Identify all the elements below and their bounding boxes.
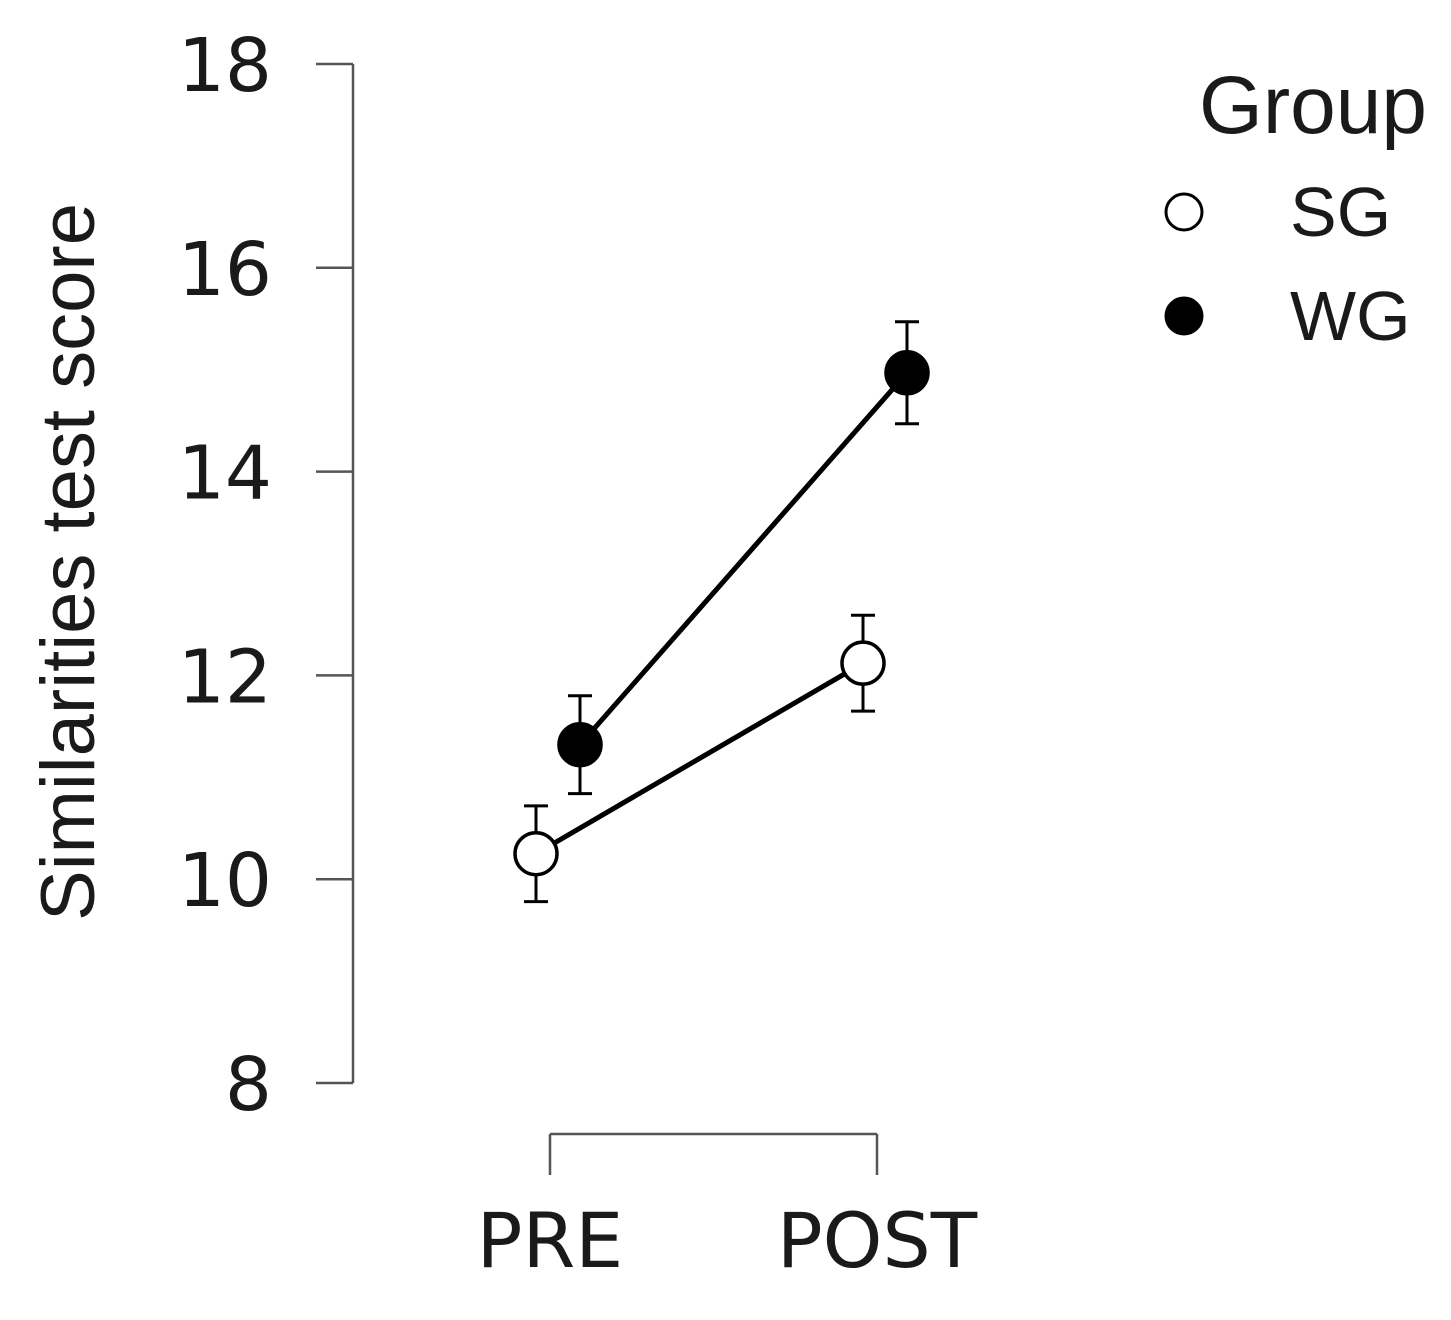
legend-label-sg: SG [1290, 173, 1391, 251]
x-tick-label: PRE [477, 1196, 624, 1285]
series-line [534, 661, 865, 856]
y-tick-label: 16 [178, 227, 272, 313]
legend-title: Group [1199, 60, 1427, 151]
data-point [884, 350, 930, 396]
y-tick-label: 14 [178, 431, 272, 517]
legend: Group SG WG [1164, 60, 1427, 355]
data-point [840, 640, 886, 686]
data-point [513, 830, 559, 877]
x-tick-label: POST [777, 1196, 978, 1285]
legend-marker-sg [1164, 192, 1204, 232]
y-tick-label: 10 [178, 838, 272, 924]
y-tick-label: 8 [225, 1042, 272, 1128]
series-sg [513, 613, 886, 904]
y-axis-label: Similarities test score [26, 203, 111, 921]
series-layer [513, 320, 930, 904]
x-axis: PRE POST [477, 1132, 978, 1285]
legend-marker-wg [1164, 296, 1204, 336]
series-wg [557, 320, 930, 796]
y-axis: 8 10 12 14 16 18 [178, 23, 355, 1128]
series-line [578, 371, 909, 747]
y-tick-label: 12 [178, 634, 272, 720]
y-tick-label: 18 [178, 23, 272, 109]
data-point [557, 721, 603, 768]
legend-label-wg: WG [1290, 277, 1411, 355]
